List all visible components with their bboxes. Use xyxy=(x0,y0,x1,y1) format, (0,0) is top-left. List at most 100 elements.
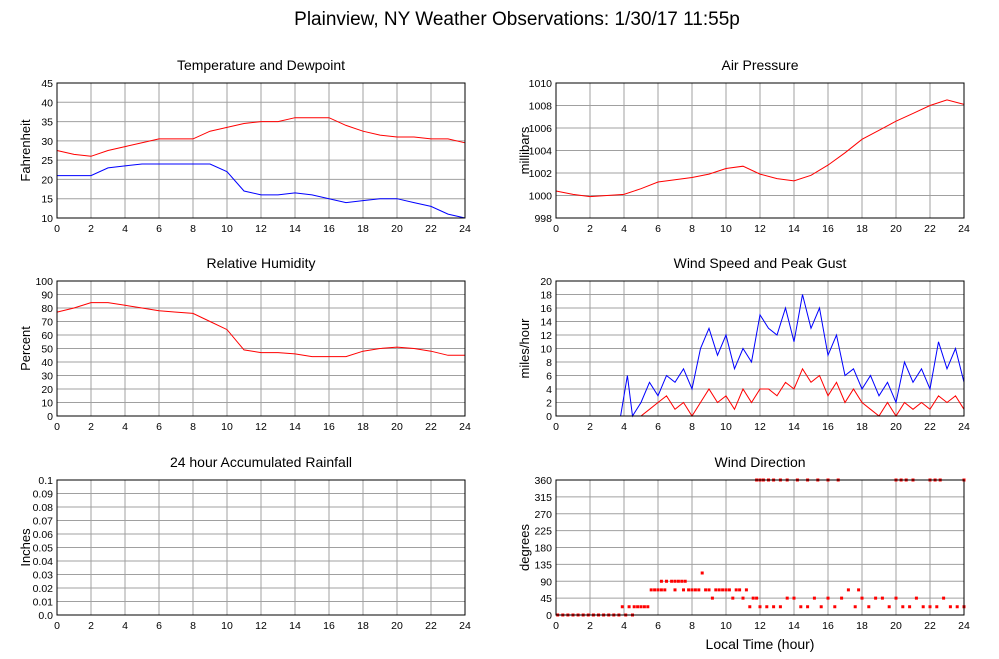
y-tick-label: 70 xyxy=(41,317,53,329)
direction-point xyxy=(627,605,631,609)
y-tick-label: 0.08 xyxy=(33,502,54,514)
direction-point xyxy=(649,588,653,592)
x-tick-label: 14 xyxy=(788,421,800,433)
y-tick-label: 0.05 xyxy=(33,543,54,555)
direction-point xyxy=(731,596,735,600)
x-tick-label: 12 xyxy=(754,421,766,433)
x-tick-label: 2 xyxy=(88,223,94,235)
y-axis-label: Inches xyxy=(18,528,33,567)
direction-point xyxy=(680,579,684,583)
direction-point xyxy=(860,596,864,600)
series-line-1 xyxy=(56,302,465,358)
x-tick-label: 6 xyxy=(655,620,661,632)
y-tick-label: 45 xyxy=(41,78,53,90)
panel-title: Air Pressure xyxy=(721,57,798,73)
x-tick-label: 18 xyxy=(357,223,369,235)
x-tick-label: 4 xyxy=(122,223,128,235)
x-tick-label: 4 xyxy=(122,620,128,632)
x-axis-label: Local Time (hour) xyxy=(706,636,815,652)
x-tick-label: 8 xyxy=(190,421,196,433)
x-tick-label: 10 xyxy=(221,620,233,632)
direction-point xyxy=(676,579,680,583)
y-tick-label: 20 xyxy=(41,174,53,186)
y-tick-label: 16 xyxy=(540,303,552,315)
direction-point xyxy=(636,605,640,609)
direction-point xyxy=(921,605,925,609)
direction-point xyxy=(799,605,803,609)
x-tick-label: 8 xyxy=(689,421,695,433)
y-tick-label: 360 xyxy=(534,475,552,487)
x-tick-label: 22 xyxy=(924,223,936,235)
y-axis-label: degrees xyxy=(517,524,532,571)
direction-point xyxy=(772,605,776,609)
direction-point xyxy=(721,588,725,592)
x-tick-label: 2 xyxy=(587,620,593,632)
series-line-1 xyxy=(556,294,965,418)
direction-point xyxy=(826,596,830,600)
y-tick-label: 35 xyxy=(41,117,53,129)
y-tick-label: 10 xyxy=(41,213,53,225)
direction-point xyxy=(714,588,718,592)
y-tick-label: 0 xyxy=(546,411,552,423)
x-tick-label: 16 xyxy=(822,620,834,632)
y-axis-label: millibars xyxy=(517,126,532,174)
direction-point xyxy=(697,588,701,592)
x-tick-label: 0 xyxy=(553,223,559,235)
x-tick-label: 0 xyxy=(553,620,559,632)
direction-point xyxy=(738,588,742,592)
x-tick-label: 12 xyxy=(754,223,766,235)
direction-point xyxy=(646,605,650,609)
x-tick-label: 4 xyxy=(122,421,128,433)
y-tick-label: 135 xyxy=(534,559,552,571)
direction-point xyxy=(914,596,918,600)
y-tick-label: 90 xyxy=(41,290,53,302)
y-tick-label: 0.1 xyxy=(38,475,53,487)
x-tick-label: 24 xyxy=(459,421,471,433)
x-tick-label: 8 xyxy=(689,620,695,632)
plot-frame xyxy=(56,479,466,616)
direction-point xyxy=(690,588,694,592)
x-tick-label: 2 xyxy=(88,620,94,632)
x-tick-label: 6 xyxy=(655,421,661,433)
direction-point xyxy=(867,605,871,609)
y-tick-label: 45 xyxy=(540,593,552,605)
x-tick-label: 16 xyxy=(822,421,834,433)
x-tick-label: 22 xyxy=(924,620,936,632)
x-tick-label: 14 xyxy=(289,421,301,433)
direction-point xyxy=(778,605,782,609)
x-tick-label: 10 xyxy=(720,421,732,433)
y-tick-label: 0.06 xyxy=(33,529,54,541)
direction-point xyxy=(857,588,861,592)
direction-point xyxy=(710,596,714,600)
x-tick-label: 14 xyxy=(788,620,800,632)
y-tick-label: 1004 xyxy=(529,146,553,158)
series-line-1 xyxy=(555,99,965,198)
direction-point xyxy=(955,605,959,609)
x-tick-label: 6 xyxy=(156,223,162,235)
plot-frame xyxy=(555,280,965,417)
x-tick-label: 8 xyxy=(689,223,695,235)
direction-point xyxy=(901,605,905,609)
x-tick-label: 18 xyxy=(357,421,369,433)
direction-point xyxy=(682,588,685,592)
x-tick-label: 20 xyxy=(391,223,403,235)
x-tick-label: 14 xyxy=(788,223,800,235)
direction-point xyxy=(755,596,759,600)
y-tick-label: 10 xyxy=(540,344,552,356)
y-tick-label: 14 xyxy=(540,317,552,329)
x-tick-label: 24 xyxy=(958,620,970,632)
x-tick-label: 0 xyxy=(54,421,60,433)
x-tick-label: 22 xyxy=(425,421,437,433)
panel-title: Relative Humidity xyxy=(207,255,316,271)
x-tick-label: 10 xyxy=(221,421,233,433)
x-tick-label: 14 xyxy=(289,620,301,632)
y-axis-label: Percent xyxy=(18,326,33,371)
x-tick-label: 20 xyxy=(890,620,902,632)
direction-point xyxy=(693,588,697,592)
y-tick-label: 50 xyxy=(41,344,53,356)
direction-point xyxy=(887,605,891,609)
y-tick-label: 60 xyxy=(41,330,53,342)
y-tick-label: 80 xyxy=(41,303,53,315)
